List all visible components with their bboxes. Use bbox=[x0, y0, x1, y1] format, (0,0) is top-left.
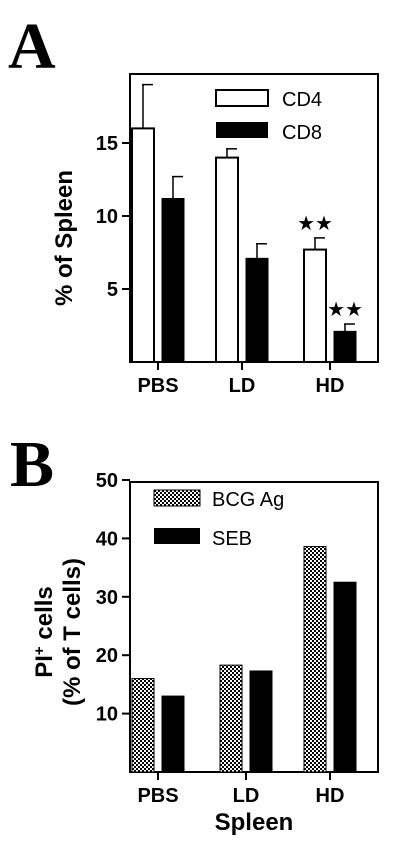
legend-label-bcg-ag: BCG Ag bbox=[212, 489, 284, 511]
y-tick-label: 20 bbox=[96, 645, 118, 667]
legend-swatch-cd4 bbox=[215, 89, 269, 107]
panel-b-y-axis-title-line2: (% of T cells) bbox=[59, 558, 86, 706]
panel-a: A % of Spleen 5 10 15 ★★ ★★ PBS LD HD CD4 CD8 bbox=[8, 10, 379, 397]
panel-b-bars bbox=[131, 546, 357, 773]
panel-b-y-ticks: 10 20 30 40 50 bbox=[96, 470, 130, 726]
bar-bcg-ag-hd bbox=[303, 546, 327, 773]
y-tick-label: 10 bbox=[96, 206, 118, 228]
legend-swatch-bcg-ag bbox=[153, 489, 201, 507]
y-tick-label: 5 bbox=[107, 279, 118, 301]
x-tick-label-ld: LD bbox=[229, 375, 256, 397]
bar-cd4-ld bbox=[215, 156, 239, 363]
y-tick-label: 50 bbox=[96, 470, 118, 492]
bar-cd4-hd bbox=[303, 248, 327, 363]
y-tick-label: 15 bbox=[96, 133, 118, 155]
panel-a-bars: ★★ ★★ bbox=[131, 83, 363, 363]
panel-a-letter: A bbox=[8, 10, 56, 83]
bar-cd8-ld bbox=[245, 257, 269, 363]
y-tick-label: 40 bbox=[96, 528, 118, 550]
legend-label-cd4: CD4 bbox=[282, 89, 322, 111]
x-tick-label-pbs: PBS bbox=[137, 375, 178, 397]
bar-cd8-hd bbox=[333, 330, 357, 363]
legend-swatch-cd8 bbox=[216, 122, 268, 138]
significance-mark-cd8: ★★ bbox=[327, 297, 363, 321]
x-tick-label-hd: HD bbox=[316, 375, 345, 397]
bar-cd8-pbs bbox=[161, 197, 185, 363]
legend-swatch-seb bbox=[154, 528, 200, 544]
panel-a-y-axis-title: % of Spleen bbox=[51, 170, 78, 306]
bar-seb-hd bbox=[333, 581, 357, 773]
bar-bcg-ag-ld bbox=[219, 664, 243, 773]
panel-b-letter: B bbox=[10, 428, 54, 501]
panel-b-x-tick-labels: PBS LD HD bbox=[137, 772, 344, 807]
panel-b-legend: BCG Ag SEB bbox=[153, 489, 284, 550]
panel-b: B PI+ cells (% of T cells) 10 20 30 40 50 PB… bbox=[10, 428, 379, 836]
y-tick-label: 10 bbox=[96, 704, 118, 726]
bar-seb-pbs bbox=[161, 695, 185, 773]
panel-a-x-tick-labels: PBS LD HD bbox=[137, 362, 344, 397]
x-tick-label-pbs: PBS bbox=[137, 785, 178, 807]
panel-b-y-axis-title-line1: PI+ cells bbox=[31, 586, 59, 678]
legend-label-seb: SEB bbox=[212, 528, 252, 550]
bar-cd4-pbs bbox=[131, 127, 155, 363]
panel-a-legend: CD4 CD8 bbox=[215, 89, 322, 144]
bar-bcg-ag-pbs bbox=[131, 678, 155, 773]
bar-seb-ld bbox=[249, 670, 273, 773]
legend-label-cd8: CD8 bbox=[282, 122, 322, 144]
x-tick-label-hd: HD bbox=[316, 785, 345, 807]
panel-a-y-ticks: 5 10 15 bbox=[96, 133, 130, 301]
panel-b-x-axis-title: Spleen bbox=[215, 809, 294, 836]
y-tick-label: 30 bbox=[96, 587, 118, 609]
x-tick-label-ld: LD bbox=[233, 785, 260, 807]
significance-mark-cd4: ★★ bbox=[297, 211, 333, 235]
